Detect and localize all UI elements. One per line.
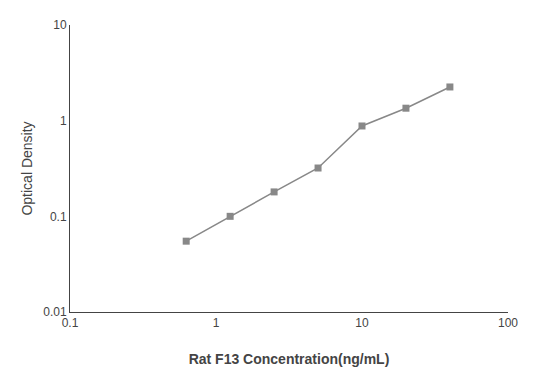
svg-text:0.01: 0.01 <box>43 305 67 319</box>
svg-text:100: 100 <box>498 316 518 330</box>
svg-text:10: 10 <box>53 18 67 32</box>
svg-text:0.1: 0.1 <box>62 316 79 330</box>
svg-text:Optical Density: Optical Density <box>19 121 35 215</box>
svg-text:1: 1 <box>213 316 220 330</box>
svg-text:1: 1 <box>60 114 67 128</box>
svg-text:Rat F13 Concentration(ng/mL): Rat F13 Concentration(ng/mL) <box>189 351 390 367</box>
svg-text:10: 10 <box>355 316 369 330</box>
svg-text:0.1: 0.1 <box>50 210 67 224</box>
